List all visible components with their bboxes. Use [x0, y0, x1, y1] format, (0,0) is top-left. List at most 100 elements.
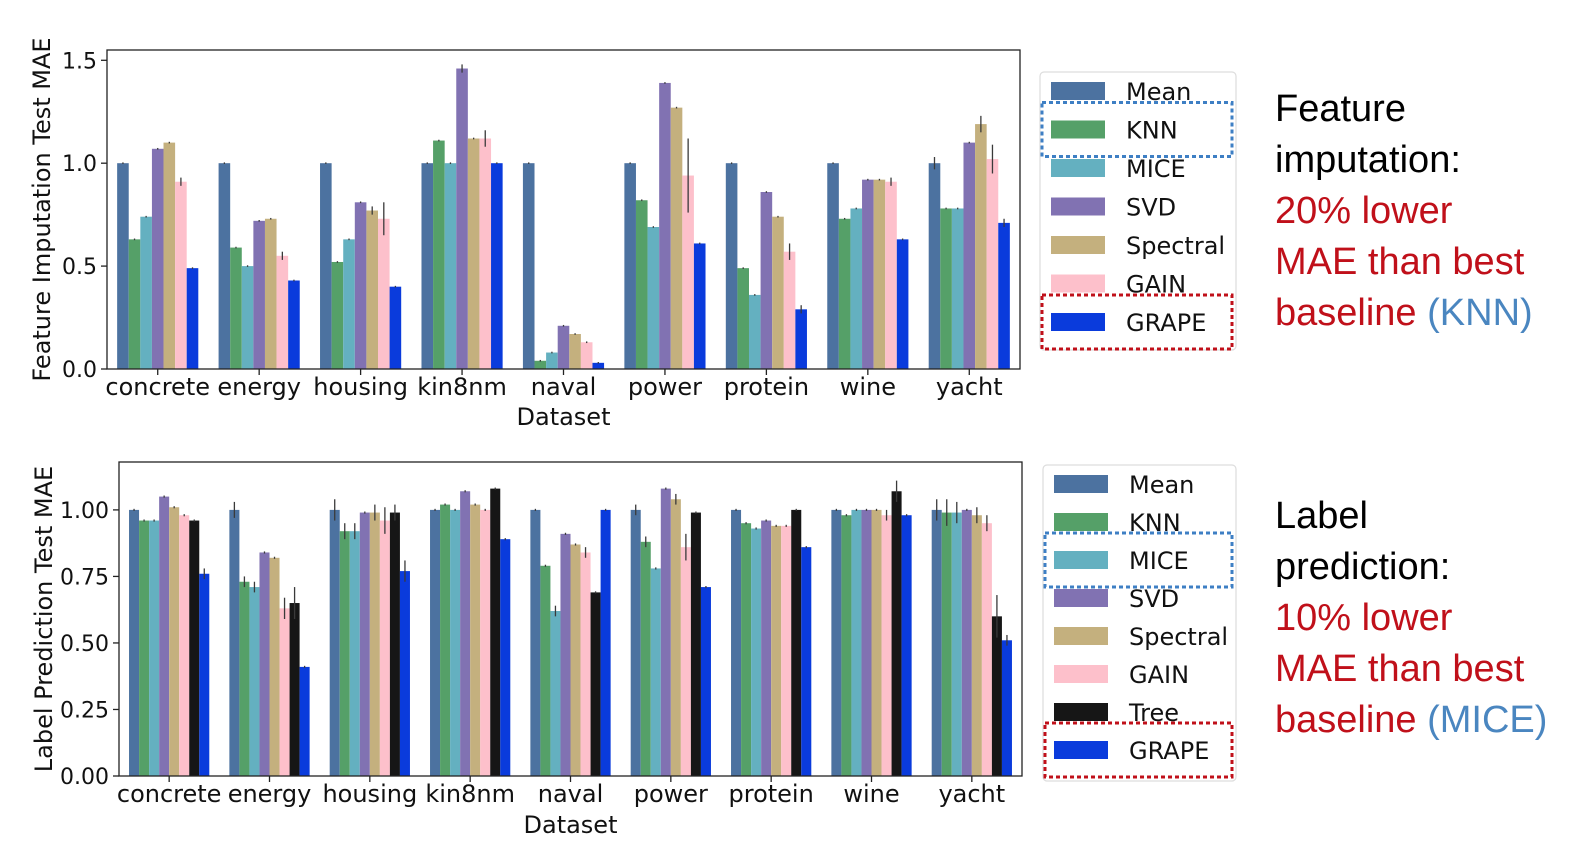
bar-tree-protein — [791, 509, 802, 776]
bar-knn-yacht — [941, 512, 952, 776]
y-axis-label: Label Prediction Test MAE — [30, 466, 58, 772]
bar-svd-power — [660, 488, 671, 776]
bar-mice-protein — [749, 294, 761, 369]
bar-gain-concrete — [179, 515, 190, 776]
bar-spectral-concrete — [169, 507, 180, 776]
legend-highlight-mice — [1043, 531, 1234, 589]
callout-line: MAE than best — [1275, 648, 1525, 690]
bar-knn-concrete — [139, 520, 150, 776]
bar-knn-energy — [239, 581, 250, 776]
bar-grape-yacht — [998, 222, 1010, 369]
bar-gain-housing — [378, 218, 390, 369]
bar-spectral-power — [670, 107, 683, 369]
bar-gain-yacht — [986, 159, 999, 369]
bar-mice-power — [650, 568, 661, 776]
bar-mice-housing — [349, 531, 360, 776]
bar-mice-wine — [850, 208, 863, 369]
bar-knn-housing — [331, 261, 344, 369]
bar-knn-wine — [838, 218, 851, 369]
legend-swatch-knn — [1051, 120, 1105, 139]
x-tick-label: energy — [228, 780, 312, 808]
bar-tree-concrete — [189, 520, 200, 776]
bar-knn-concrete — [128, 239, 141, 369]
bar-mean-naval — [522, 163, 535, 369]
bar-grape-yacht — [1001, 640, 1012, 776]
bar-spectral-housing — [369, 512, 380, 776]
bar-grape-naval — [600, 509, 611, 776]
bar-svd-wine — [862, 179, 874, 369]
legend-label-mean: Mean — [1129, 471, 1194, 499]
bar-grape-energy — [299, 666, 310, 776]
legend-highlight-knn — [1040, 101, 1234, 158]
legend-label-knn: KNN — [1126, 117, 1178, 145]
bar-mice-housing — [343, 239, 355, 369]
bar-gain-energy — [276, 255, 289, 369]
bar-knn-housing — [339, 531, 350, 776]
y-axis-label: Feature Imputation Test MAE — [28, 37, 56, 381]
callout-line: prediction: — [1275, 546, 1451, 588]
callout-line: imputation: — [1275, 139, 1461, 181]
bar-svd-energy — [253, 220, 265, 369]
bar-mean-protein — [731, 509, 742, 776]
bar-mice-energy — [249, 587, 260, 776]
bar-mice-yacht — [951, 208, 964, 369]
x-tick-label: wine — [840, 373, 896, 401]
bar-knn-kin8nm — [433, 140, 445, 369]
bar-svd-wine — [861, 509, 872, 776]
bar-svd-yacht — [961, 509, 972, 776]
legend-swatch-gain — [1054, 665, 1108, 683]
x-tick-label: housing — [322, 780, 417, 808]
bar-gain-power — [680, 547, 691, 776]
bar-svd-power — [659, 82, 671, 370]
bar-mean-yacht — [931, 509, 942, 776]
bar-spectral-protein — [772, 216, 784, 369]
bar-mice-kin8nm — [450, 509, 461, 776]
bar-gain-housing — [379, 520, 390, 776]
y-tick-label: 0.0 — [62, 358, 97, 383]
bar-knn-power — [635, 200, 648, 369]
x-tick-label: concrete — [117, 780, 222, 808]
y-tick-label: 1.00 — [60, 499, 109, 524]
bar-grape-wine — [901, 515, 912, 776]
bar-mean-protein — [725, 163, 738, 369]
bar-grape-naval — [592, 362, 605, 369]
x-tick-label: kin8nm — [425, 780, 515, 808]
bar-gain-kin8nm — [479, 138, 492, 369]
bar-knn-protein — [737, 268, 749, 369]
bar-mean-wine — [831, 509, 842, 776]
bar-gain-protein — [781, 525, 792, 776]
bar-knn-wine — [841, 515, 852, 776]
bar-gain-naval — [580, 342, 593, 369]
bar-spectral-naval — [569, 334, 581, 369]
bar-mice-concrete — [140, 216, 152, 369]
y-tick-label: 0.50 — [60, 632, 109, 657]
bar-mean-energy — [218, 163, 231, 369]
bar-tree-housing — [389, 512, 400, 776]
bar-tree-power — [690, 512, 701, 776]
feature-imputation-callout: Feature imputation: 20% lower MAE than b… — [1275, 84, 1533, 339]
bar-mice-wine — [851, 509, 862, 776]
legend-label-svd: SVD — [1126, 194, 1176, 222]
bar-grape-housing — [389, 286, 402, 369]
bar-mice-kin8nm — [444, 163, 457, 369]
bar-svd-housing — [359, 512, 370, 776]
y-tick-label: 0.5 — [62, 255, 97, 280]
bar-gain-naval — [580, 552, 591, 776]
legend-swatch-svd — [1054, 589, 1108, 607]
legend-swatch-spectral — [1054, 627, 1108, 645]
bar-mice-concrete — [149, 520, 160, 776]
bar-spectral-wine — [871, 509, 882, 776]
bar-spectral-concrete — [163, 142, 176, 369]
bar-gain-concrete — [175, 181, 187, 369]
legend-swatch-mice — [1051, 159, 1105, 177]
legend-swatch-mean — [1051, 82, 1105, 100]
legend-label-spectral: Spectral — [1126, 232, 1225, 260]
bar-svd-concrete — [159, 496, 170, 776]
bar-svd-kin8nm — [456, 68, 468, 370]
x-axis-label: Dataset — [524, 811, 618, 839]
legend-label-svd: SVD — [1129, 585, 1179, 613]
bar-mean-housing — [329, 509, 340, 776]
bar-gain-energy — [279, 608, 290, 776]
bar-knn-energy — [230, 247, 242, 369]
